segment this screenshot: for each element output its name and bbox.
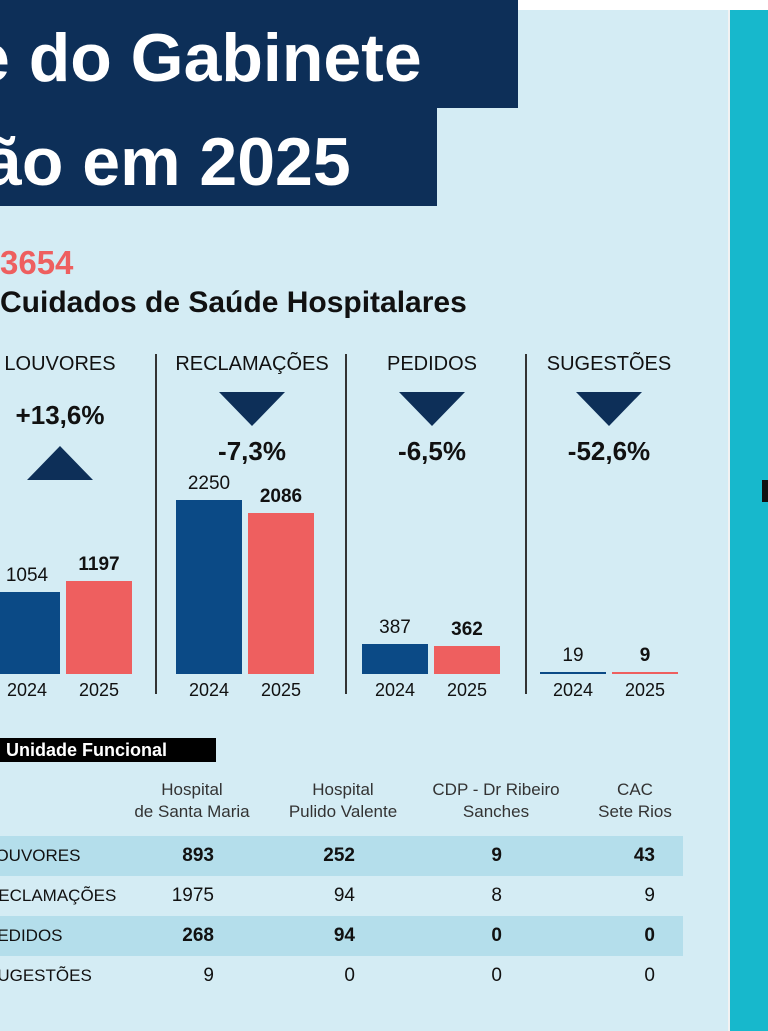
bar-value-label: 387: [379, 617, 411, 639]
table-cell: 94: [333, 885, 355, 906]
bar-2025: [612, 672, 678, 674]
table-cell: 8: [491, 885, 502, 906]
table-row: LOUVORES 893 252 9 43: [0, 836, 683, 876]
panel-title: LOUVORES: [4, 353, 116, 375]
arrow-down-icon: [399, 392, 465, 426]
year-label: 2025: [260, 680, 302, 700]
subtitle: Cuidados de Saúde Hospitalares: [0, 286, 467, 319]
table-cell: 0: [491, 925, 502, 946]
year-label: 2024: [374, 680, 416, 700]
bar-2025: [66, 581, 132, 674]
bar-value-label: 9: [639, 645, 651, 666]
column-header: CDP - Dr Ribeiro Sanches: [432, 780, 560, 821]
table-cell: 43: [633, 845, 655, 866]
table-cell: 0: [491, 965, 502, 986]
table-cell: 268: [182, 925, 214, 946]
table-cell: 1975: [171, 885, 214, 906]
year-label: 2024: [552, 680, 594, 700]
title-line-2: ão em 2025: [0, 108, 437, 206]
bar-2024: [176, 500, 242, 674]
column-header: Hospital de Santa Maria: [134, 780, 250, 821]
table-cell: 0: [644, 925, 655, 946]
bar-value-label: 362: [451, 619, 483, 640]
bar-value-label: 2250: [187, 473, 231, 494]
row-label: PEDIDOS: [0, 926, 63, 945]
bar-value-label: 1054: [5, 565, 49, 587]
total-count: 3654: [0, 244, 74, 281]
arrow-down-icon: [576, 392, 642, 426]
bar-2024: [540, 672, 606, 674]
panel-divider: [525, 354, 527, 694]
title-line-2-text: ão em 2025: [0, 124, 351, 200]
table-cell: 0: [344, 965, 355, 986]
change-percent: -6,5%: [398, 436, 466, 466]
table-row: SUGESTÕES 9 0 0 0: [0, 956, 683, 996]
change-percent: -7,3%: [218, 436, 286, 466]
table-cell: 9: [644, 885, 655, 906]
table-cell: 0: [644, 965, 655, 986]
row-label: RECLAMAÇÕES: [0, 886, 117, 905]
row-label: SUGESTÕES: [0, 966, 92, 985]
panel-title: SUGESTÕES: [546, 353, 672, 375]
panel-title: PEDIDOS: [386, 353, 478, 375]
bar-2024: [362, 644, 428, 674]
year-label: 2024: [6, 680, 48, 700]
right-border: [728, 10, 730, 1031]
table-row: PEDIDOS 268 94 0 0: [0, 916, 683, 956]
bar-2025: [434, 646, 500, 674]
table-cell: 252: [323, 845, 355, 866]
year-label: 2025: [78, 680, 120, 700]
side-panel: [730, 10, 768, 1031]
panel-divider: [155, 354, 157, 694]
table-label: Unidade Funcional: [0, 738, 216, 762]
title-line-1-text: e do Gabinete: [0, 20, 422, 96]
table-cell: 9: [203, 965, 214, 986]
row-label: LOUVORES: [0, 846, 81, 865]
side-panel-mark: [762, 480, 768, 502]
bar-value-label: 1197: [78, 554, 120, 576]
bar-value-label: 19: [562, 645, 584, 666]
panel-title: RECLAMAÇÕES: [175, 353, 329, 375]
arrow-down-icon: [219, 392, 285, 426]
column-header: CAC Sete Rios: [598, 780, 672, 821]
bar-value-label: 2086: [259, 485, 303, 507]
change-percent: +13,6%: [15, 400, 105, 430]
table-row: RECLAMAÇÕES 1975 94 8 9: [0, 876, 683, 916]
year-label: 2025: [624, 680, 666, 700]
year-label: 2025: [446, 680, 488, 700]
year-label: 2024: [188, 680, 230, 700]
panel-divider: [345, 354, 347, 694]
bar-2025: [248, 512, 314, 674]
title-line-1: e do Gabinete: [0, 0, 518, 108]
table-cell: 9: [491, 845, 502, 866]
change-percent: -52,6%: [567, 436, 651, 466]
arrow-up-icon: [27, 446, 93, 480]
table-label-text: Unidade Funcional: [6, 740, 168, 760]
table-cell: 893: [182, 845, 214, 866]
table-cell: 94: [333, 925, 355, 946]
bar-2024: [0, 592, 60, 674]
column-header: Hospital Pulido Valente: [288, 780, 398, 821]
